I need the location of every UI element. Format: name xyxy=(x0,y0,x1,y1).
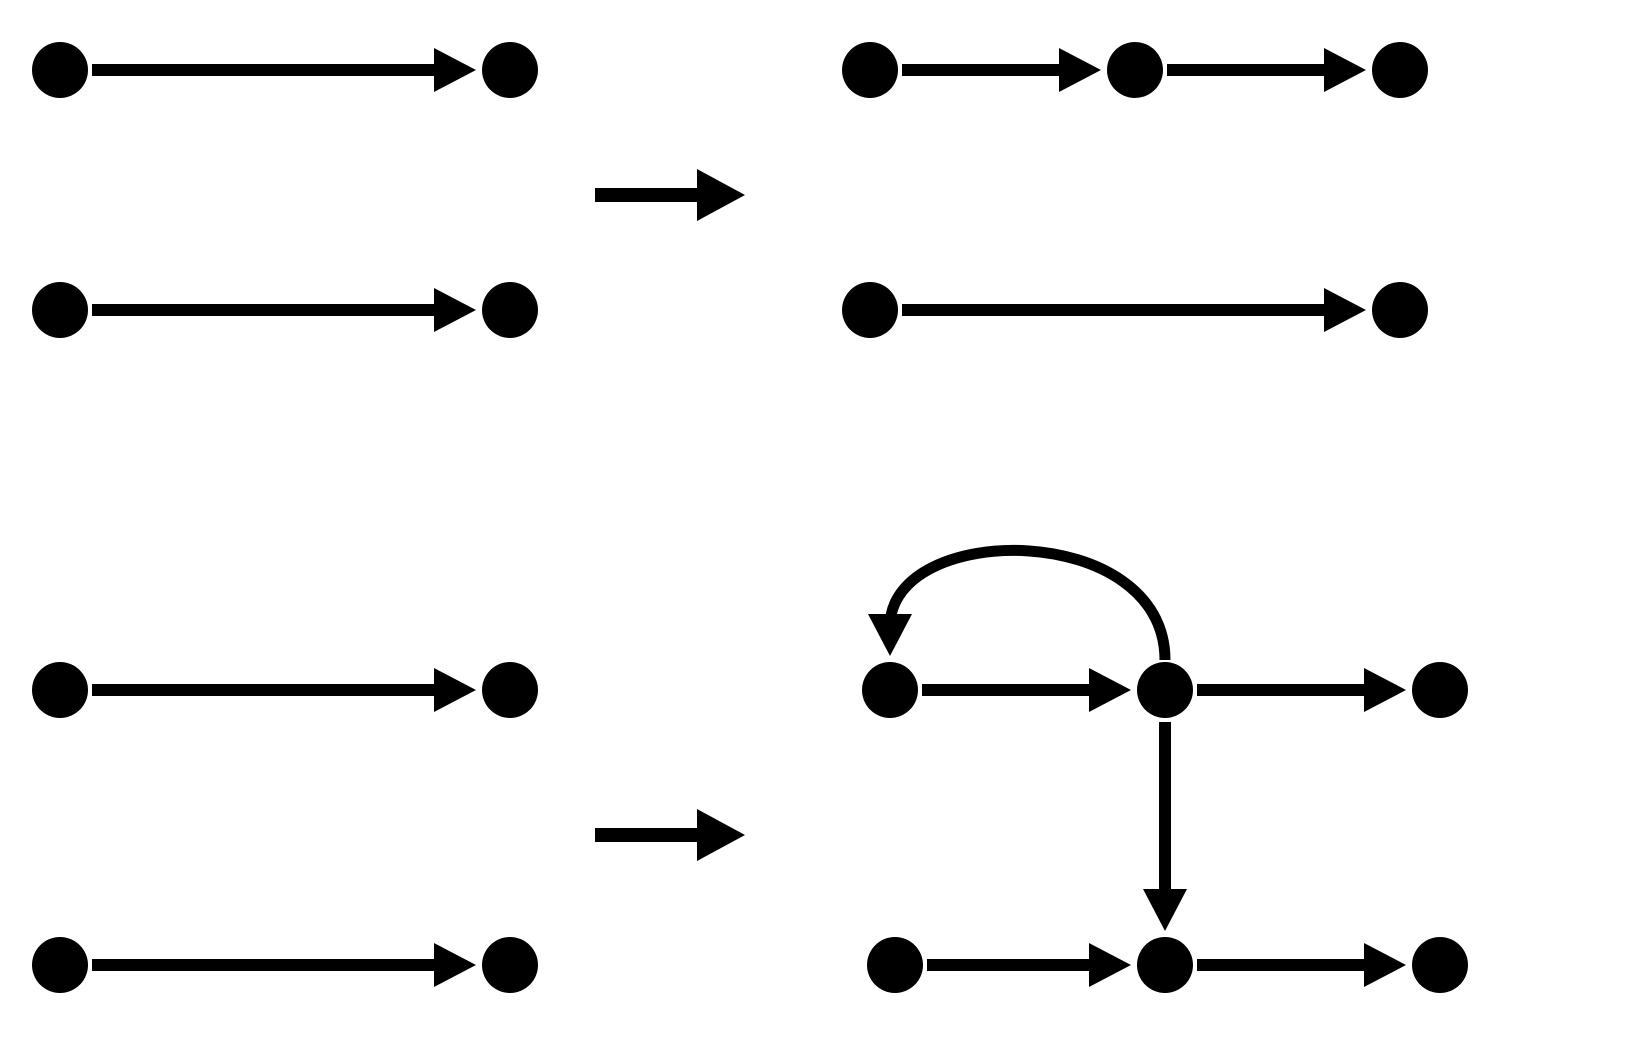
rule-1-split-edge-rhs xyxy=(842,42,1428,338)
rule-2-merge-edges-lhs xyxy=(32,662,538,993)
rule-1-split-edge-lhs xyxy=(32,42,538,338)
graph-rewrite-diagram xyxy=(0,0,1636,1045)
rule-2-merge-edges-transform-arrow xyxy=(595,809,745,861)
rule-1-split-edge xyxy=(32,42,1428,338)
rule-1-split-edge-transform-arrow xyxy=(595,169,745,221)
rule-2-merge-edges xyxy=(32,550,1468,993)
rule-2-merge-edges-rhs xyxy=(862,550,1468,993)
